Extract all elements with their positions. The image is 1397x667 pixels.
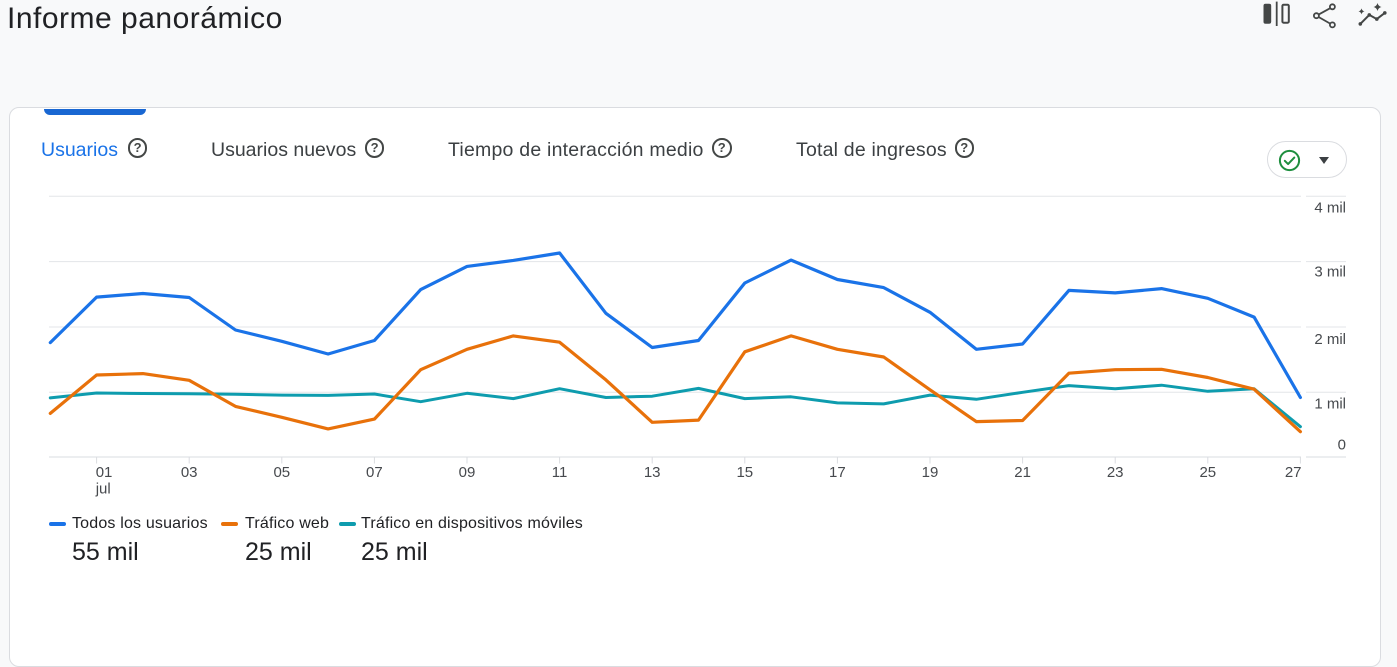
svg-text:17: 17 — [829, 464, 846, 481]
svg-text:21: 21 — [1014, 464, 1031, 481]
svg-text:3 mil: 3 mil — [1314, 264, 1346, 281]
svg-text:jul: jul — [95, 481, 111, 498]
svg-text:07: 07 — [366, 464, 383, 481]
svg-text:2 mil: 2 mil — [1314, 331, 1346, 348]
svg-text:13: 13 — [644, 464, 661, 481]
svg-text:11: 11 — [552, 464, 568, 481]
svg-text:09: 09 — [459, 464, 476, 481]
svg-text:27: 27 — [1285, 464, 1302, 481]
svg-text:03: 03 — [181, 464, 198, 481]
svg-text:05: 05 — [273, 464, 290, 481]
svg-text:19: 19 — [922, 464, 939, 481]
svg-text:25: 25 — [1199, 464, 1216, 481]
svg-text:1 mil: 1 mil — [1314, 395, 1346, 412]
svg-text:0: 0 — [1338, 436, 1346, 453]
svg-text:01: 01 — [96, 464, 113, 481]
svg-text:4 mil: 4 mil — [1314, 199, 1346, 216]
svg-text:15: 15 — [736, 464, 753, 481]
svg-text:23: 23 — [1107, 464, 1124, 481]
